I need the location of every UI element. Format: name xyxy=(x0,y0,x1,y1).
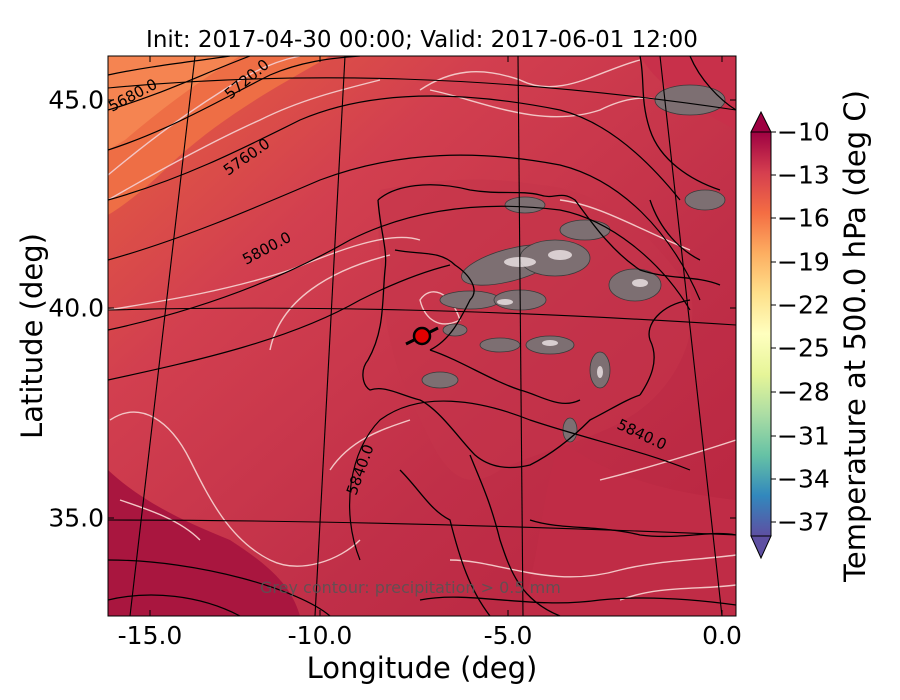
x-axis-label: Longitude (deg) xyxy=(306,651,538,685)
precipitation-note: Grey contour: precipitation > 0.5 mm xyxy=(260,578,561,597)
y-tick-label: 35.0 xyxy=(48,503,104,533)
axis-ticks xyxy=(108,56,736,616)
x-tick-label: -15.0 xyxy=(117,621,183,650)
colorbar-tick-label: −31 xyxy=(777,421,830,451)
colorbar-tick-label: −37 xyxy=(777,507,830,537)
colorbar-tick-label: −13 xyxy=(777,160,830,190)
y-axis-label: Latitude (deg) xyxy=(15,233,49,439)
x-tick-label: 0.0 xyxy=(702,621,742,650)
colorbar-tick-label: −22 xyxy=(777,290,830,320)
isotherm-lines xyxy=(108,56,736,601)
colorbar xyxy=(750,110,776,560)
colorbar-tick-label: −10 xyxy=(777,117,830,147)
colorbar-tick-label: −25 xyxy=(777,333,830,363)
graticule xyxy=(108,56,736,616)
x-tick-label: -5.0 xyxy=(483,621,533,650)
y-tick-label: 45.0 xyxy=(48,85,104,115)
location-marker xyxy=(405,326,439,346)
colorbar-tick-label: −16 xyxy=(777,203,830,233)
colorbar-tick-label: −28 xyxy=(777,377,830,407)
colorbar-label: Temperature at 500.0 hPa (deg C) xyxy=(838,90,872,582)
y-tick-label: 40.0 xyxy=(48,293,104,323)
colorbar-tick-label: −34 xyxy=(777,464,830,494)
plot-title: Init: 2017-04-30 00:00; Valid: 2017-06-0… xyxy=(146,27,698,53)
colorbar-tick-label: −19 xyxy=(777,247,830,277)
x-tick-label: -10.0 xyxy=(287,621,353,650)
precipitation-contours xyxy=(421,84,726,443)
geopotential-contours xyxy=(108,56,701,616)
axes-frame xyxy=(107,55,737,617)
